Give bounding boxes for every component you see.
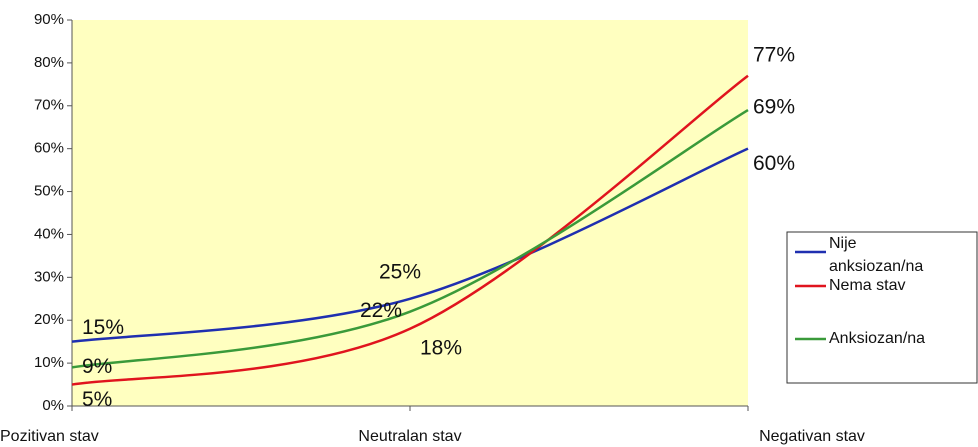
legend-box [786, 231, 978, 384]
y-tick-label: 90% [34, 11, 64, 28]
y-tick-label: 80% [34, 54, 64, 71]
y-tick-label: 60% [34, 140, 64, 157]
x-tick-label: Negativan stav [759, 428, 865, 445]
data-label: 25% [379, 260, 421, 283]
data-label: 5% [82, 388, 112, 411]
y-tick-label: 0% [42, 397, 64, 414]
y-tick-label: 70% [34, 97, 64, 114]
data-label: 77% [753, 43, 795, 66]
y-tick-label: 40% [34, 225, 64, 242]
data-label: 69% [753, 96, 795, 119]
data-label: 60% [753, 152, 795, 175]
x-tick-label: Neutralan stav [358, 428, 461, 445]
x-tick-label: Pozitivan stav [0, 428, 99, 445]
data-label: 9% [82, 355, 112, 378]
y-tick-label: 20% [34, 311, 64, 328]
plot-area [72, 20, 748, 406]
y-tick-label: 30% [34, 268, 64, 285]
series-line [71, 74, 749, 386]
data-label: 15% [82, 316, 124, 339]
series-line [71, 108, 749, 369]
legend-label: Nema stav [829, 277, 905, 294]
series-line [71, 147, 749, 343]
y-tick-label: 10% [34, 354, 64, 371]
legend-label: Anksiozan/na [829, 330, 925, 347]
legend-label: Nije anksiozan/na [829, 235, 923, 275]
data-label: 18% [420, 336, 462, 359]
y-tick-label: 50% [34, 183, 64, 200]
data-label: 22% [360, 299, 402, 322]
